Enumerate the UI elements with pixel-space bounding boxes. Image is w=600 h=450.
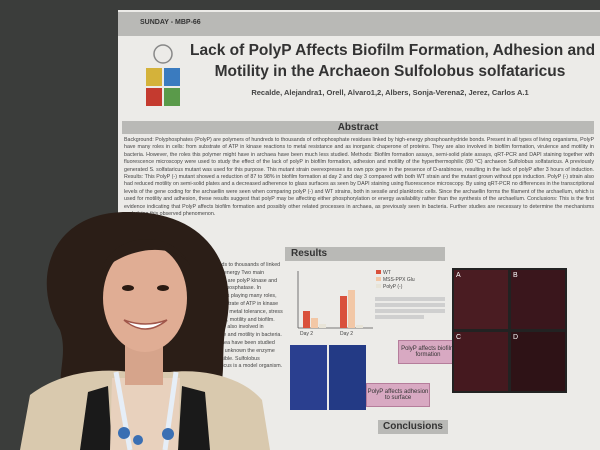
authors: Recalde, Alejandra1, Orell, Alvaro1,2, A… (251, 88, 529, 97)
legend-entry: WT (383, 270, 391, 276)
title-line: Lack of PolyP Affects Biofilm Formation,… (190, 42, 596, 59)
abstract-heading: Abstract (122, 121, 594, 134)
legend: WT MSS-PPX Glu PolyP (-) (376, 270, 415, 291)
panel-label: D (511, 332, 565, 391)
panel-label: C (454, 332, 508, 391)
session-label: SUNDAY - MBP-66 (140, 19, 201, 26)
bar-chart-figure (297, 271, 373, 329)
logo (146, 44, 180, 106)
abstract-text: Background: Polyphosphates (PolyP) are p… (124, 137, 594, 218)
legend-entry: PolyP (-) (383, 284, 403, 290)
micrograph (290, 345, 327, 410)
image-grid: A B C D (452, 268, 567, 393)
caption-block (375, 296, 445, 336)
panel-label: A (454, 270, 508, 329)
x-label: Day 2 (340, 331, 354, 337)
results-heading: Results (285, 247, 445, 261)
conclusion-box: PolyP affects adhesion to surface (366, 383, 430, 407)
panel-label: B (511, 270, 565, 329)
conclusions-heading: Conclusions (378, 420, 448, 434)
legend-entry: MSS-PPX Glu (383, 277, 415, 283)
header-band (118, 12, 600, 36)
title-line: Motility in the Archaeon Sulfolobus solf… (214, 63, 566, 80)
conclusion-box: PolyP affects biofilm formation (398, 340, 458, 364)
column-text: hundreds to thousands of linked by high-… (205, 262, 283, 377)
x-label: Day 2 (300, 331, 314, 337)
micrograph (329, 345, 366, 410)
